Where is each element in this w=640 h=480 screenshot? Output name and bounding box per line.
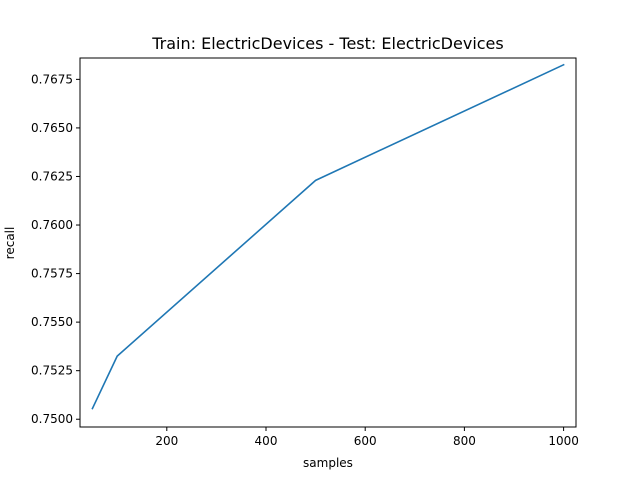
y-tick-label: 0.7625 xyxy=(31,169,73,183)
y-tick-label: 0.7575 xyxy=(31,267,73,281)
x-tick-label: 400 xyxy=(255,434,278,448)
y-axis-label: recall xyxy=(3,227,17,260)
x-tick-label: 1000 xyxy=(548,434,579,448)
x-tick-label: 200 xyxy=(155,434,178,448)
x-tick-label: 600 xyxy=(354,434,377,448)
y-tick-label: 0.7675 xyxy=(31,72,73,86)
y-tick-label: 0.7550 xyxy=(31,315,73,329)
series-line-0 xyxy=(91,63,565,410)
y-tick-label: 0.7500 xyxy=(31,412,73,426)
x-axis-label: samples xyxy=(303,456,353,470)
y-tick-label: 0.7650 xyxy=(31,121,73,135)
chart-title: Train: ElectricDevices - Test: ElectricD… xyxy=(151,34,503,53)
y-tick-label: 0.7525 xyxy=(31,364,73,378)
y-tick-label: 0.7600 xyxy=(31,218,73,232)
x-tick-label: 800 xyxy=(453,434,476,448)
plot-area xyxy=(91,63,565,410)
y-axis: 0.7500 0.7525 0.7550 0.7575 0.7600 0.7625 0.76… xyxy=(31,72,80,426)
plot-frame xyxy=(79,57,577,428)
x-axis: 200 400 600 800 1000 xyxy=(155,427,579,448)
